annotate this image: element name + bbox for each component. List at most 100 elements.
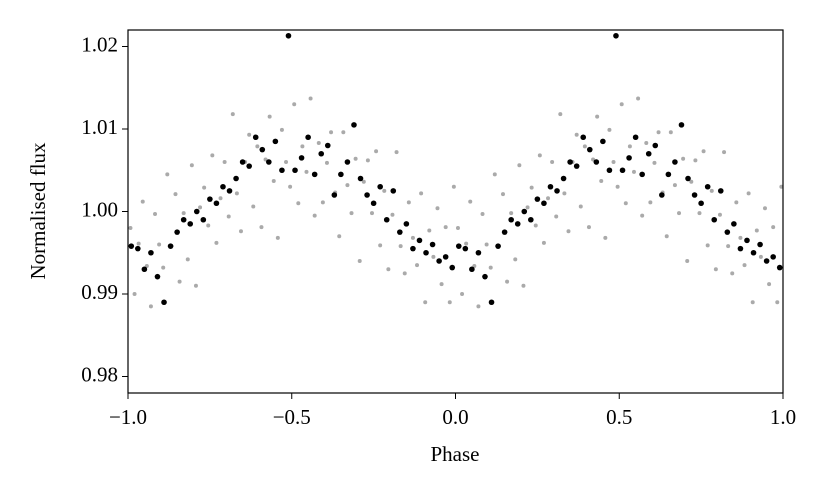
data-point — [668, 130, 673, 135]
data-point — [233, 175, 239, 182]
plot-points — [128, 32, 783, 309]
data-point — [521, 283, 526, 288]
data-point — [705, 243, 710, 248]
data-point — [693, 158, 698, 163]
data-point — [312, 213, 317, 218]
data-point — [344, 159, 351, 165]
data-point — [128, 226, 133, 230]
data-point — [369, 211, 374, 216]
data-point — [701, 149, 706, 154]
data-point — [737, 245, 744, 252]
data-point — [288, 184, 293, 189]
data-point — [627, 144, 632, 149]
data-point — [547, 183, 554, 190]
data-point — [141, 266, 148, 273]
data-point — [595, 114, 600, 119]
data-point — [767, 282, 772, 287]
data-point — [357, 175, 364, 182]
x-tick-label: 0.0 — [442, 405, 468, 429]
data-point — [619, 167, 626, 174]
data-point — [562, 191, 567, 196]
data-point — [198, 205, 203, 210]
plot-frame — [127, 29, 784, 394]
data-point — [153, 211, 158, 216]
data-point — [214, 240, 219, 245]
data-point — [464, 241, 469, 246]
data-point — [711, 216, 718, 223]
data-point — [337, 234, 342, 239]
data-point — [685, 175, 691, 182]
data-point — [218, 196, 223, 201]
data-point — [259, 146, 266, 153]
data-point — [213, 200, 220, 207]
data-point — [148, 249, 154, 256]
data-point — [128, 243, 135, 249]
data-point — [226, 214, 231, 219]
data-point — [252, 134, 259, 141]
data-point — [611, 160, 616, 164]
data-point — [132, 292, 137, 296]
data-point — [484, 242, 489, 247]
data-point — [582, 144, 587, 149]
data-point — [200, 216, 207, 223]
data-point — [580, 134, 587, 141]
data-point — [734, 200, 739, 205]
data-point — [770, 254, 776, 260]
data-point — [758, 254, 763, 259]
data-point — [239, 159, 246, 165]
data-point — [427, 228, 432, 233]
data-point — [234, 191, 239, 196]
data-point — [717, 212, 722, 217]
data-point — [311, 171, 318, 178]
data-point — [677, 211, 682, 216]
data-point — [554, 214, 559, 219]
data-point — [382, 188, 387, 193]
data-point — [717, 188, 724, 194]
data-point — [329, 130, 334, 135]
data-point — [394, 150, 399, 155]
data-point — [541, 200, 547, 207]
data-point — [730, 271, 735, 276]
data-point — [750, 300, 755, 305]
data-point — [704, 183, 711, 190]
y-tick-label: 1.01 — [81, 115, 118, 139]
data-point — [691, 192, 698, 198]
data-point — [607, 127, 612, 132]
data-point — [207, 196, 213, 202]
data-point — [189, 163, 194, 168]
data-point — [656, 130, 661, 135]
data-point — [495, 243, 501, 249]
data-point — [423, 300, 428, 305]
data-point — [665, 171, 672, 178]
data-point — [640, 213, 645, 218]
data-point — [509, 211, 514, 216]
data-point — [361, 179, 366, 184]
data-point — [726, 244, 731, 249]
data-point — [165, 172, 170, 177]
data-point — [476, 304, 481, 309]
data-point — [659, 192, 665, 198]
data-point — [508, 216, 514, 223]
data-point — [349, 211, 354, 216]
data-point — [410, 245, 416, 252]
data-point — [550, 160, 555, 164]
data-point — [403, 221, 410, 227]
data-point — [279, 127, 284, 132]
data-point — [698, 200, 704, 207]
data-point — [776, 264, 783, 271]
data-point — [567, 159, 573, 165]
data-point — [304, 169, 309, 174]
data-point — [742, 263, 747, 268]
data-point — [709, 188, 714, 193]
data-point — [275, 235, 280, 240]
data-point — [279, 167, 285, 174]
data-point — [370, 200, 377, 207]
data-point — [560, 175, 567, 182]
data-point — [462, 245, 469, 252]
data-point — [177, 279, 182, 284]
data-point — [664, 234, 669, 239]
data-point — [672, 159, 678, 165]
data-point — [220, 183, 226, 190]
data-point — [259, 225, 264, 230]
data-point — [689, 179, 694, 184]
